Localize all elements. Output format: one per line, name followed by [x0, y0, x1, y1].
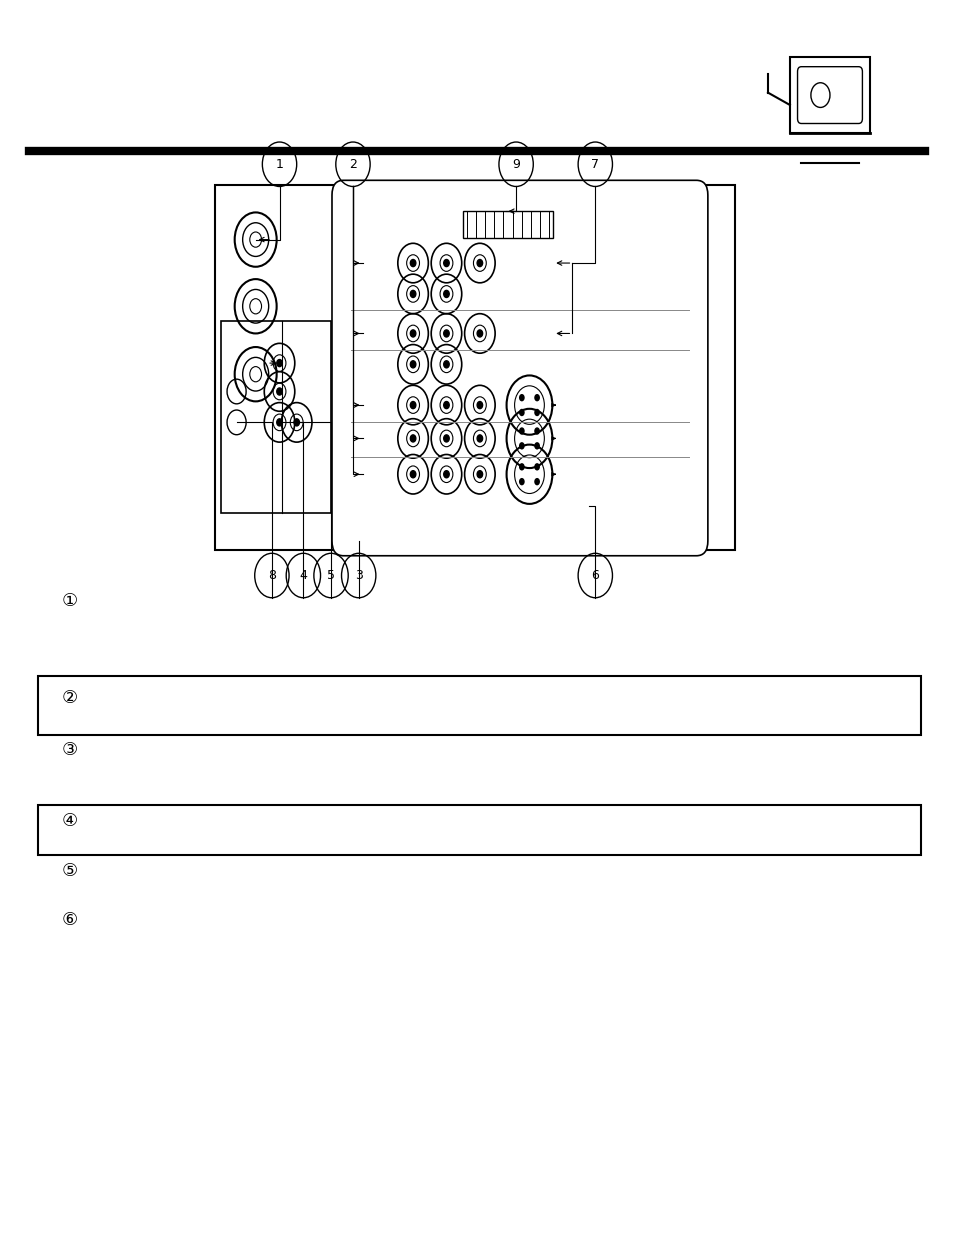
Circle shape — [476, 401, 482, 409]
Circle shape — [410, 290, 416, 298]
Circle shape — [518, 478, 524, 485]
Text: 7: 7 — [591, 158, 598, 170]
Circle shape — [534, 478, 539, 485]
Circle shape — [476, 471, 482, 478]
Circle shape — [443, 259, 449, 267]
Text: 1: 1 — [275, 158, 283, 170]
Circle shape — [276, 419, 282, 426]
Bar — [38, 676, 920, 735]
Circle shape — [276, 388, 282, 395]
Circle shape — [443, 330, 449, 337]
Text: ③: ③ — [62, 741, 78, 758]
Text: 8: 8 — [268, 569, 275, 582]
Text: 2: 2 — [349, 158, 356, 170]
Text: 6: 6 — [591, 569, 598, 582]
Text: ④: ④ — [62, 813, 78, 830]
Bar — [221, 321, 331, 513]
Text: 5: 5 — [327, 569, 335, 582]
Circle shape — [443, 435, 449, 442]
FancyBboxPatch shape — [332, 180, 707, 556]
FancyBboxPatch shape — [797, 67, 862, 124]
Circle shape — [518, 427, 524, 435]
Bar — [789, 57, 869, 133]
Circle shape — [410, 401, 416, 409]
Circle shape — [410, 435, 416, 442]
Circle shape — [534, 463, 539, 471]
Text: 3: 3 — [355, 569, 362, 582]
Circle shape — [476, 435, 482, 442]
Circle shape — [518, 394, 524, 401]
Circle shape — [443, 401, 449, 409]
Circle shape — [518, 442, 524, 450]
Circle shape — [534, 409, 539, 416]
Circle shape — [410, 361, 416, 368]
Circle shape — [534, 394, 539, 401]
Circle shape — [443, 290, 449, 298]
Text: 4: 4 — [299, 569, 307, 582]
Circle shape — [534, 427, 539, 435]
Circle shape — [410, 259, 416, 267]
Bar — [214, 185, 734, 550]
Circle shape — [410, 471, 416, 478]
Circle shape — [276, 359, 282, 367]
Text: ⑤: ⑤ — [62, 862, 78, 879]
Text: ②: ② — [62, 689, 78, 706]
Circle shape — [518, 463, 524, 471]
Circle shape — [476, 259, 482, 267]
Bar — [38, 805, 920, 855]
Text: ⑥: ⑥ — [62, 911, 78, 929]
Circle shape — [443, 471, 449, 478]
Circle shape — [443, 361, 449, 368]
Circle shape — [534, 442, 539, 450]
Circle shape — [294, 419, 299, 426]
Text: ①: ① — [62, 593, 78, 610]
Circle shape — [476, 330, 482, 337]
Circle shape — [518, 409, 524, 416]
Circle shape — [410, 330, 416, 337]
Bar — [462, 211, 553, 238]
Text: 9: 9 — [512, 158, 519, 170]
